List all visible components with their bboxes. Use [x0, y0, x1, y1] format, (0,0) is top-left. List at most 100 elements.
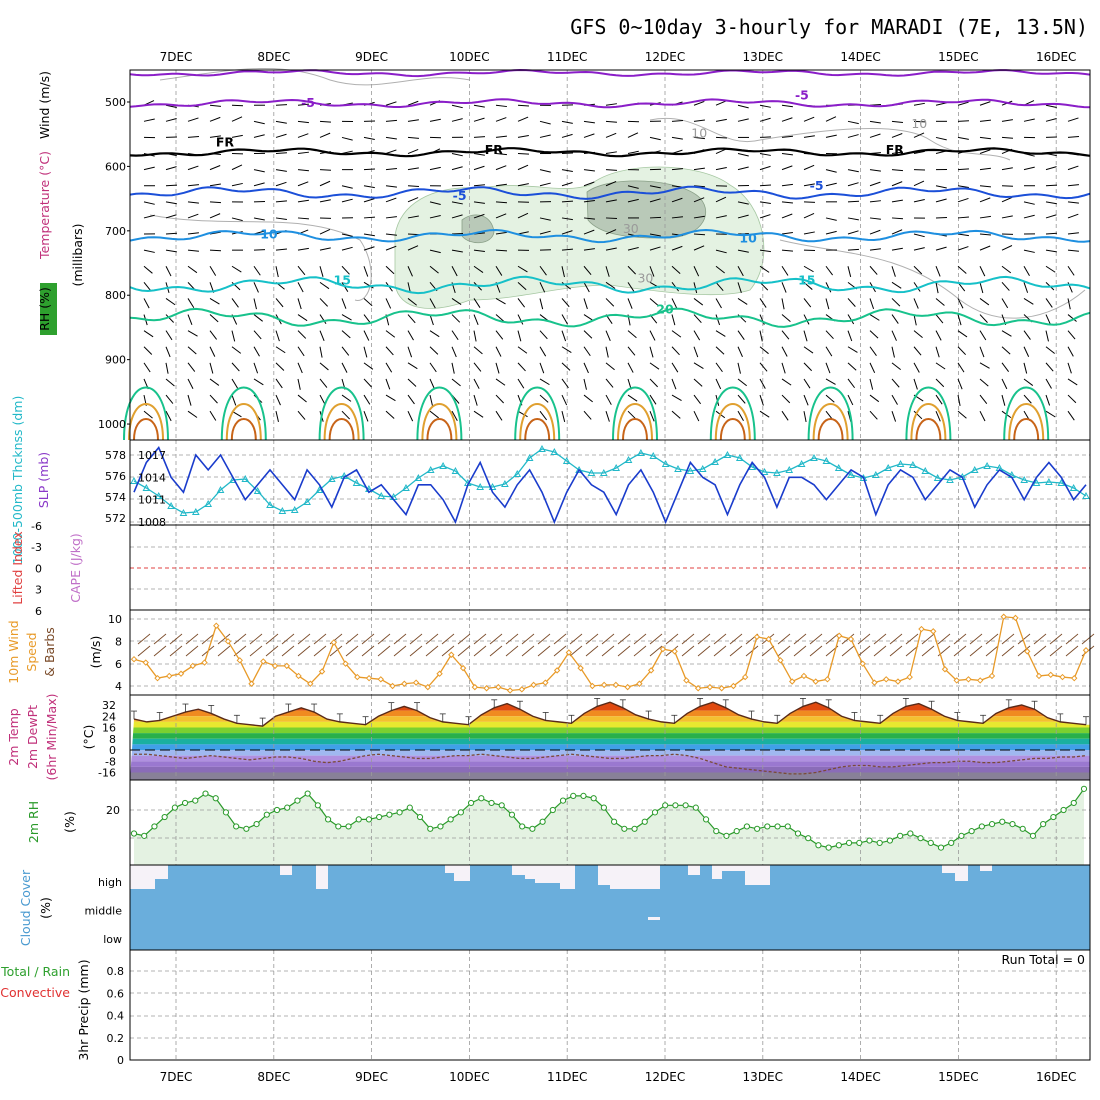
wind-barb — [429, 346, 439, 355]
thickness-point — [377, 491, 386, 499]
wind-barb — [451, 166, 463, 171]
wind-speed-point — [1082, 647, 1090, 654]
wind-barb — [627, 410, 637, 420]
wind-barb — [473, 165, 485, 171]
wind-barb — [473, 213, 485, 219]
wind-barb — [979, 101, 991, 106]
surface-wind-barb — [1017, 633, 1031, 645]
wind-barb — [341, 298, 347, 309]
wind-barb — [275, 362, 285, 371]
wind-barb — [891, 266, 896, 277]
wind-barb — [693, 215, 705, 219]
thickness-point — [154, 491, 163, 499]
wind-barb — [407, 330, 414, 341]
wind-barb — [473, 346, 483, 355]
wind-speed-point — [800, 672, 808, 680]
slp-tick: 1011 — [138, 494, 166, 507]
wind-barb — [583, 378, 587, 390]
rh-point — [1029, 832, 1037, 839]
wind-barb — [451, 153, 463, 157]
wind-speed-line — [133, 616, 1087, 692]
pressure-tick: 700 — [105, 225, 126, 238]
temp-band — [130, 716, 1090, 722]
wind-barb — [319, 330, 325, 342]
surface-wind-barb — [585, 633, 599, 645]
wind-barb — [209, 346, 216, 357]
rh-point — [856, 839, 863, 847]
wind-barb — [759, 214, 771, 219]
wind-barb — [297, 217, 310, 220]
wind-barb — [319, 281, 330, 290]
wind-barb — [319, 346, 323, 358]
wind-barb — [1045, 201, 1057, 205]
wind-barb — [429, 249, 441, 254]
surface-wind-barb — [297, 645, 311, 657]
temp-tick: -16 — [98, 767, 116, 780]
temp-contour-lowlevel — [519, 403, 556, 441]
rh-point — [907, 830, 914, 837]
wind-barb — [1023, 201, 1035, 205]
wind-barb — [451, 201, 463, 205]
wind-speed-point — [812, 678, 819, 685]
temp-contour-lowlevel — [617, 403, 653, 441]
temp-contour-lowlevel — [622, 418, 648, 441]
rh-point — [498, 802, 505, 809]
wind-barb — [715, 346, 725, 355]
wind-barb — [583, 282, 590, 293]
thickness-point — [538, 444, 546, 452]
wind-speed-point — [882, 676, 890, 683]
thickness-point — [426, 465, 435, 473]
wind-barb — [935, 298, 945, 306]
wind-barb — [891, 346, 895, 358]
wind-barb — [737, 298, 748, 305]
wind-barb — [407, 197, 419, 203]
wind-barb — [539, 217, 551, 221]
wind-barb — [297, 247, 309, 251]
wind-barb — [979, 330, 987, 341]
rh-point — [876, 839, 883, 847]
wind-barb — [605, 120, 618, 123]
temp-contour-lowlevel — [426, 418, 453, 441]
surface-wind-barb — [841, 645, 855, 657]
rh-point — [631, 825, 638, 832]
temp-bands — [130, 702, 1090, 780]
surface-wind-barb — [313, 633, 327, 645]
wind-barb — [891, 181, 903, 187]
wind-barb — [539, 282, 546, 293]
wind-barb — [209, 378, 220, 386]
wind-barb — [649, 233, 661, 237]
surface-wind-barb — [617, 645, 631, 657]
wind-barb — [1067, 135, 1080, 138]
wind-barb — [275, 200, 288, 203]
wind-barb — [693, 346, 699, 358]
surface-wind-barb — [681, 645, 695, 657]
wind-barb — [561, 120, 573, 124]
wind-barb — [1045, 330, 1049, 342]
surface-wind-barb — [889, 633, 903, 645]
wind-barb — [143, 298, 150, 309]
wind-barb — [605, 151, 617, 155]
rh-point — [376, 813, 383, 821]
wind-barb — [957, 197, 969, 203]
cloud-gap — [316, 865, 328, 889]
wind-barb — [759, 153, 771, 156]
temp-contour-lowlevel — [910, 403, 947, 441]
wind-barb — [143, 346, 153, 355]
rh-point — [774, 823, 781, 830]
wind-barb — [407, 378, 417, 387]
wind-speed-point — [988, 672, 996, 680]
wind-barb — [297, 298, 302, 310]
wind-barb — [869, 330, 879, 339]
temp-contour-lowlevel — [709, 386, 756, 441]
thickness-point — [834, 463, 843, 471]
wind-barb — [517, 135, 529, 138]
wind-barb — [517, 164, 529, 171]
wind-barb — [891, 133, 903, 138]
wind-barb — [209, 201, 222, 204]
wind-barb — [913, 410, 923, 420]
thickness-point — [810, 453, 818, 461]
wind-barb — [869, 346, 877, 356]
wind-speed-tick: 6 — [115, 658, 122, 671]
wind-barb — [781, 298, 785, 310]
wind-speed-point — [636, 680, 643, 687]
